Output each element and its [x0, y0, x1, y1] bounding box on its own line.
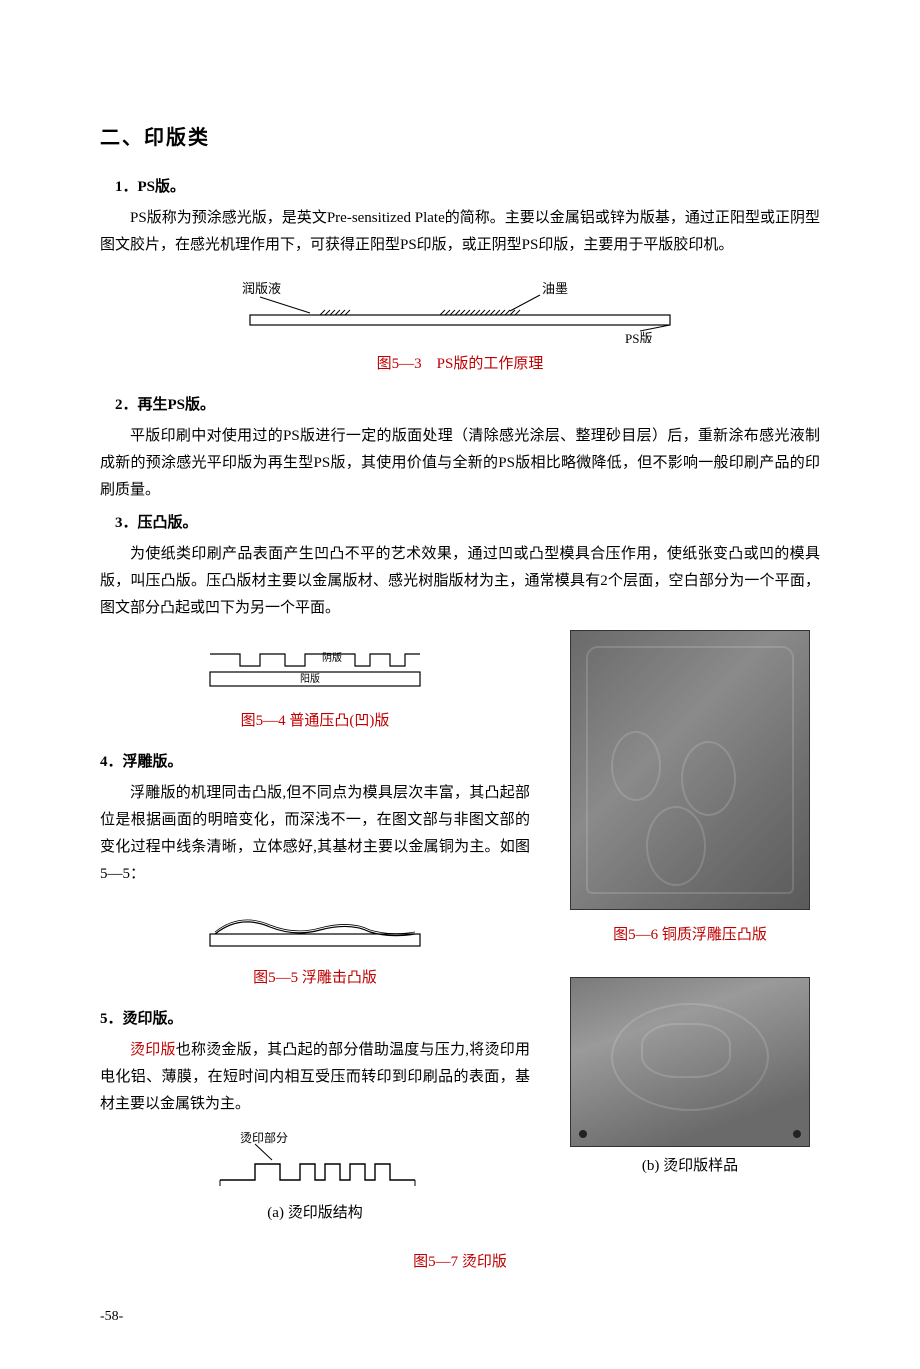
figure-5-4-svg: 阴版 阳版: [200, 644, 430, 700]
subsection-5-para: 烫印版也称烫金版，其凸起的部分借助温度与压力,将烫印用电化铝、薄膜，在短时间内相…: [100, 1037, 530, 1118]
section-title: 二、印版类: [100, 120, 820, 156]
figure-5-7b-image: [570, 977, 810, 1147]
figure-5-4-caption: 图5—4 普通压凸(凹)版: [100, 708, 530, 735]
label-ink: 油墨: [542, 281, 568, 296]
label-yang: 阳版: [300, 672, 320, 685]
figure-5-5: 图5—5 浮雕击凸版: [100, 902, 530, 992]
subsection-3-para: 为使纸类印刷产品表面产生凹凸不平的艺术效果，通过凹或凸型模具合压作用，使纸张变凸…: [100, 541, 820, 622]
figure-5-7a-sub: (a) 烫印版结构: [100, 1200, 530, 1227]
subsection-1-title: 1．PS版。: [100, 174, 820, 201]
subsection-4-para: 浮雕版的机理同击凸版,但不同点为模具层次丰富，其凸起部位是根据画面的明暗变化，而…: [100, 780, 530, 888]
subsection-3-title: 3．压凸版。: [100, 510, 820, 537]
subsection-1-para: PS版称为预涂感光版，是英文Pre-sensitized Plate的简称。主要…: [100, 205, 820, 259]
subsection-5-title: 5．烫印版。: [100, 1006, 530, 1033]
page-number: -58-: [100, 1304, 820, 1329]
figure-5-5-svg: [200, 902, 430, 957]
red-term: 烫印版: [130, 1042, 176, 1058]
label-stamp: 烫印部分: [240, 1132, 288, 1145]
figure-5-7a: 烫印部分 (a) 烫印版结构: [100, 1132, 530, 1227]
subsection-2-title: 2．再生PS版。: [100, 392, 820, 419]
figure-5-7a-svg: 烫印部分: [200, 1132, 430, 1194]
figure-5-3-caption: 图5—3 PS版的工作原理: [100, 351, 820, 378]
figure-5-7b-sub: (b) 烫印版样品: [560, 1153, 820, 1180]
label-yin: 阴版: [322, 651, 342, 664]
figure-5-3-svg: 润版液 油墨 PS版: [230, 273, 690, 343]
figure-5-3: 润版液 油墨 PS版 图5—3 PS版的工作原理: [100, 273, 820, 378]
figure-5-6-image: [570, 630, 810, 910]
figure-5-5-caption: 图5—5 浮雕击凸版: [100, 965, 530, 992]
figure-5-7-caption: 图5—7 烫印版: [100, 1249, 820, 1276]
figure-5-6-caption: 图5—6 铜质浮雕压凸版: [560, 922, 820, 949]
label-run: 润版液: [242, 281, 281, 296]
subsection-2-para: 平版印刷中对使用过的PS版进行一定的版面处理（清除感光涂层、整理砂目层）后，重新…: [100, 423, 820, 504]
subsection-4-title: 4．浮雕版。: [100, 749, 530, 776]
label-ps: PS版: [625, 331, 652, 343]
figure-5-4: 阴版 阳版 图5—4 普通压凸(凹)版: [100, 644, 530, 735]
